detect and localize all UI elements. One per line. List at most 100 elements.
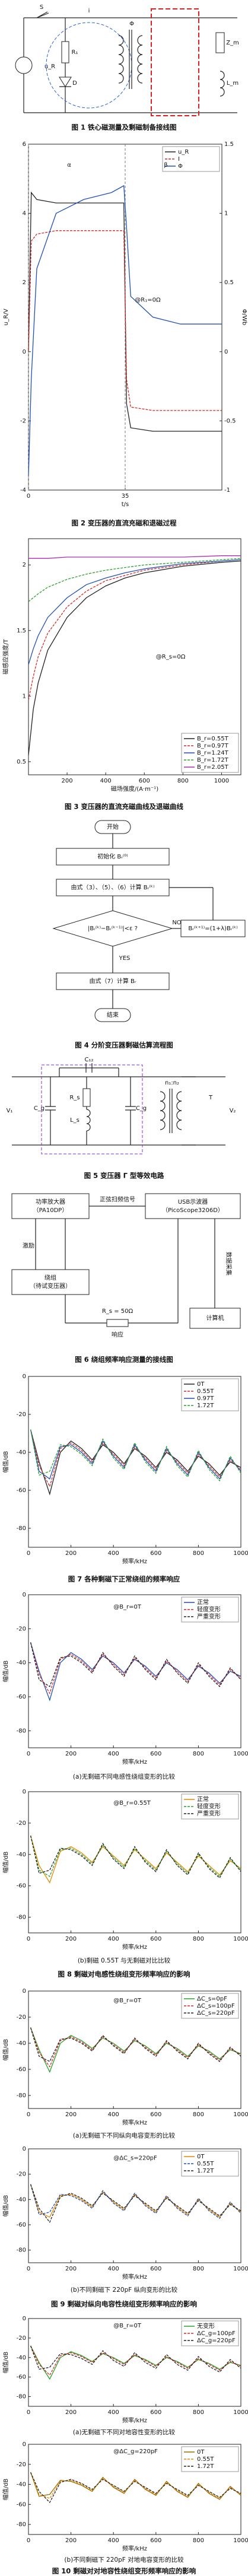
x-tick-label: 0 xyxy=(27,1936,30,1942)
y-tick-label: 6 xyxy=(23,141,26,148)
coil xyxy=(86,1123,91,1131)
legend-label: ΔC_s=100pF xyxy=(197,2003,235,2009)
x-tick-label: 800 xyxy=(193,2266,204,2272)
x-tick-label: 400 xyxy=(108,1751,119,1757)
coil xyxy=(220,71,225,80)
y-tick-label: 0 xyxy=(23,1592,26,1598)
diagram-label: 数据采集 xyxy=(225,1252,233,1276)
x-tick-label: 600 xyxy=(150,2537,161,2544)
edge-label: NO xyxy=(172,920,181,926)
series-line xyxy=(28,185,222,476)
x-tick-label: 600 xyxy=(150,2409,161,2416)
figure-caption: 图 6 绕组频率响应测量的接线图 xyxy=(75,1356,173,1364)
x-tick-label: 1000 xyxy=(233,1936,248,1942)
y-tick-label: 0 xyxy=(23,349,26,355)
circuit-label: V₂ xyxy=(230,1108,236,1114)
source xyxy=(15,56,33,74)
y-axis-label: 幅值/dB xyxy=(2,1451,9,1473)
y-tick-label: -60 xyxy=(17,1487,26,1494)
y-tick-label: -80 xyxy=(17,1728,26,1734)
x-tick-label: 200 xyxy=(65,2266,77,2272)
legend-label: Φ xyxy=(178,163,183,170)
x-tick-label: 0 xyxy=(27,2266,30,2272)
series-line xyxy=(30,2027,241,2062)
flow-node: 初始化 Bᵣ⁽⁰⁾ xyxy=(97,853,128,860)
x-axis-label: 频率/kHz xyxy=(122,2416,147,2424)
y-axis-label: 磁感应强度/T xyxy=(2,638,9,674)
x-tick-label: 1000 xyxy=(233,2111,248,2118)
block-label: 功率放大器 xyxy=(36,1198,65,1206)
annotation: @B_r=0T xyxy=(113,1604,142,1611)
flow-process xyxy=(56,879,170,896)
x-tick-label: 800 xyxy=(193,1550,204,1557)
y-axis-label: 幅值/dB xyxy=(2,2352,9,2374)
y-axis-label: 幅值/dB xyxy=(2,2039,9,2061)
y-tick-label: -80 xyxy=(17,1914,26,1921)
flow-node: Bᵣ⁽ᵏ⁺¹⁾=(1+λ)Bᵣ⁽ᵏ⁾ xyxy=(188,926,237,932)
x-tick-label: 1000 xyxy=(233,2266,248,2272)
y-tick-label: -40 xyxy=(17,2040,26,2047)
annotation: @B_r=0T xyxy=(113,2323,142,2329)
y-tick-label: -20 xyxy=(17,2335,26,2342)
y-tick-label: 0 xyxy=(23,2316,26,2322)
legend-label: 1.72T xyxy=(197,2168,214,2174)
coil xyxy=(176,1091,182,1102)
circuit-label: D xyxy=(72,80,77,87)
x-tick-label: 200 xyxy=(65,1550,77,1557)
wire xyxy=(36,12,49,18)
y-tick-label: 2 xyxy=(23,279,26,286)
annotation: @B_r=0T xyxy=(113,1998,142,2004)
y2-axis-label: Φ/Wb xyxy=(241,309,247,325)
legend-label: 1.72T xyxy=(197,2463,214,2470)
subfigure-caption: (b)不同剩磁下 220pF 对地电容变形的比较 xyxy=(64,2556,184,2564)
annotation: @ΔC_s=220pF xyxy=(113,2155,157,2161)
legend-label: 正常 xyxy=(197,1598,209,1606)
circuit-label: C_g xyxy=(136,1105,147,1112)
x-tick-label: 1000 xyxy=(233,1550,248,1557)
series-line xyxy=(30,2184,241,2219)
block-label: （待试变压器） xyxy=(30,1282,71,1290)
y-tick-label: 1 xyxy=(23,693,26,699)
circuit-label: T xyxy=(208,1095,213,1101)
legend-label: u_R xyxy=(178,149,189,155)
coil xyxy=(176,1101,182,1111)
figure-caption: 图 10 剩磁对对地容性绕组变形频率响应的影响 xyxy=(52,2567,196,2575)
legend-label: 0T xyxy=(197,2154,205,2160)
x-tick-label: 800 xyxy=(193,2409,204,2416)
series-line xyxy=(30,1429,241,1482)
coil xyxy=(118,54,124,65)
legend-label: ΔC_s=220pF xyxy=(197,2010,235,2017)
x-tick-label: 35 xyxy=(122,493,129,500)
circuit-label: Z_m xyxy=(226,40,239,46)
legend-label: 0.55T xyxy=(197,2456,214,2463)
block xyxy=(145,1193,241,1219)
series-line xyxy=(28,230,222,411)
series-line xyxy=(28,558,241,602)
diagram-label: 激励 xyxy=(23,1242,34,1249)
x-tick-label: 0 xyxy=(27,1751,30,1757)
legend-label: 0.97T xyxy=(197,1395,214,1402)
coil xyxy=(137,54,143,65)
figure-caption: 图 5 变压器 Γ 型等效电路 xyxy=(84,1172,164,1180)
resistor xyxy=(61,41,69,63)
coil xyxy=(176,1120,182,1130)
flow-node: |Bᵣ⁽ᵏ⁾−Bᵣ⁽ᵏ⁻¹⁾|<ε ? xyxy=(88,926,138,932)
y2-tick-label: -0.5 xyxy=(224,418,236,424)
circuit-label: u_R xyxy=(44,63,55,70)
y-tick-label: 0 xyxy=(23,2441,26,2448)
series-line xyxy=(28,555,241,559)
x-tick-label: 400 xyxy=(108,2409,119,2416)
legend-label: 0T xyxy=(197,1381,205,1388)
annotation: @R₁=0Ω xyxy=(135,297,161,303)
y-tick-label: -20 xyxy=(17,2014,26,2021)
coil xyxy=(220,87,225,97)
series-line xyxy=(28,559,241,701)
y-tick-label: -20 xyxy=(17,1411,26,1418)
block-label: （PicoScope3206D） xyxy=(162,1207,224,1214)
series-line xyxy=(30,1429,241,1496)
x-tick-label: 600 xyxy=(150,1751,161,1757)
block-label: （PA10DP） xyxy=(33,1207,68,1214)
figure-caption: 图 7 各种剩磁下正常绕组的频率响应 xyxy=(68,1575,180,1583)
y-tick-label: -40 xyxy=(17,2482,26,2488)
series-line xyxy=(30,2472,241,2504)
